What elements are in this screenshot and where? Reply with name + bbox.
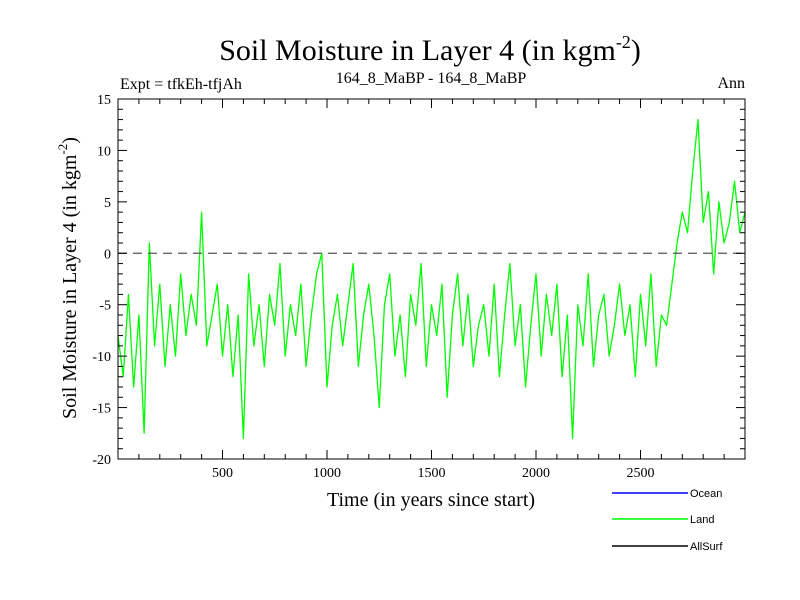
y-axis-label-close: )	[59, 137, 81, 144]
legend-item-land: Land	[612, 514, 714, 526]
x-tick-label: 500	[212, 466, 233, 481]
x-axis-label: Time (in years since start)	[327, 489, 535, 511]
legend-item-allsurf: AllSurf	[612, 541, 723, 553]
y-tick-label: -15	[92, 402, 111, 417]
legend-label: Ocean	[690, 488, 722, 500]
chart-title-sup: -2	[616, 32, 631, 52]
series-land-line	[117, 118, 746, 440]
legend: Ocean Land AllSurf	[612, 488, 723, 553]
x-ticks-layer: 500 1000 1500 2000 2500	[138, 99, 725, 481]
x-tick-label: 2500	[627, 466, 655, 481]
y-tick-label: -20	[92, 453, 111, 468]
chart-title: Soil Moisture in Layer 4 (in kgm-2)	[219, 32, 641, 67]
chart-subtitle-right: Ann	[717, 75, 745, 92]
y-tick-label: -5	[99, 299, 111, 314]
y-tick-label: 10	[97, 144, 111, 159]
chart-title-close: )	[631, 34, 641, 67]
chart-subtitle-left: Expt = tfkEh-tfjAh	[120, 76, 242, 93]
chart-title-main: Soil Moisture in Layer 4 (in kgm	[219, 34, 616, 67]
y-axis-label-main: Soil Moisture in Layer 4 (in kgm	[59, 154, 81, 419]
legend-label: AllSurf	[690, 541, 723, 553]
plot-series-layer	[117, 118, 746, 440]
chart-subtitle-center: 164_8_MaBP - 164_8_MaBP	[336, 70, 527, 87]
y-axis-label: Soil Moisture in Layer 4 (in kgm-2)	[55, 137, 81, 419]
y-tick-label: -10	[92, 350, 111, 365]
x-tick-label: 1500	[418, 466, 446, 481]
x-tick-label: 1000	[313, 466, 341, 481]
y-axis-label-sup: -2	[55, 144, 70, 155]
y-tick-label: 15	[97, 93, 111, 108]
y-tick-label: 5	[104, 196, 111, 211]
x-tick-label: 2000	[522, 466, 550, 481]
y-tick-label: 0	[104, 247, 111, 262]
legend-label: Land	[690, 514, 714, 526]
y-ticks-layer: -20 -15 -10 -5 0 5 10 15	[92, 93, 745, 468]
legend-item-ocean: Ocean	[612, 488, 722, 500]
